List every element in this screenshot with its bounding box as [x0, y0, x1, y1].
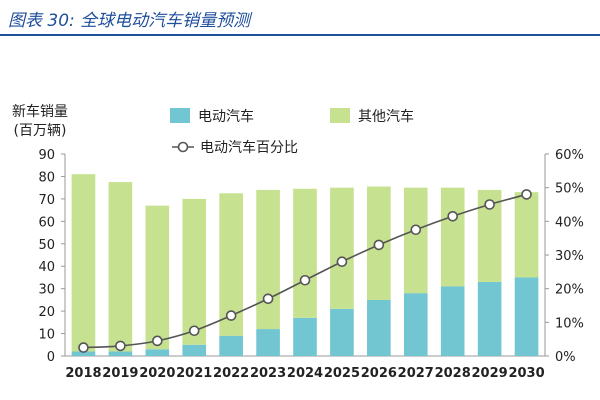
x-tick-label: 2024	[287, 366, 323, 381]
ev-share-point	[447, 210, 458, 222]
y-tick-label: 80	[38, 170, 55, 185]
bar-segment	[256, 329, 280, 356]
ev-share-point	[225, 310, 237, 321]
bar-segment	[330, 187, 354, 309]
ev-share-point	[484, 199, 495, 210]
figure-header: 图表 30: 全球电动汽车销量预测	[0, 0, 600, 36]
ev-share-point	[78, 342, 89, 353]
bar-segment	[145, 349, 170, 356]
bar-segment	[108, 351, 133, 356]
y-tick-label: 70	[38, 193, 55, 208]
bar-segment	[514, 277, 539, 356]
x-tick-label: 2030	[508, 366, 544, 381]
ev-share-point	[410, 224, 422, 236]
bar-segment	[219, 193, 243, 336]
legend-label: 电动汽车百分比	[200, 139, 298, 156]
bar-segment	[182, 344, 207, 356]
y-tick-label: 10	[38, 328, 55, 343]
title-divider	[0, 34, 600, 36]
bar-segment	[440, 187, 465, 287]
x-tick-label: 2025	[324, 366, 360, 381]
bar-segment	[256, 189, 280, 330]
bar-segment	[514, 192, 539, 278]
y-tick-label: 30	[38, 283, 55, 298]
y-tick-label: 50	[38, 238, 55, 253]
bar-segment	[403, 187, 428, 294]
x-tick-label: 2018	[65, 366, 101, 381]
bar-segment	[330, 308, 354, 356]
x-tick-label: 2026	[361, 366, 397, 381]
bar-segment	[293, 188, 317, 318]
x-tick-label: 2020	[139, 366, 175, 381]
bar-segment	[367, 299, 391, 356]
ev-share-point	[521, 189, 532, 200]
ev-share-point	[299, 274, 311, 286]
ev-share-point	[152, 335, 163, 347]
bar-segment	[403, 293, 428, 356]
bar-segment	[440, 286, 465, 356]
bar-segment	[219, 335, 243, 356]
x-tick-label: 2028	[435, 366, 471, 381]
y-tick-label: 40	[38, 260, 55, 275]
bar-segment	[477, 281, 502, 356]
ev-share-point	[188, 325, 200, 337]
y2-tick-label: 60%	[555, 148, 584, 163]
bar-segment	[293, 317, 317, 356]
y2-tick-label: 10%	[555, 316, 584, 331]
y-tick-label: 0	[47, 350, 55, 365]
figure-title: 图表 30: 全球电动汽车销量预测	[8, 11, 251, 31]
y-tick-label: 20	[38, 305, 55, 320]
legend-swatch	[170, 108, 190, 123]
y2-tick-label: 40%	[555, 215, 584, 230]
legend-swatch	[330, 108, 350, 123]
y2-tick-label: 20%	[555, 283, 584, 298]
y2-tick-label: 30%	[555, 249, 584, 264]
y-tick-label: 90	[38, 148, 55, 163]
legend-label: 电动汽车	[198, 108, 254, 125]
bar-segment	[71, 174, 96, 352]
x-tick-label: 2022	[213, 366, 249, 381]
bar-segment	[71, 351, 96, 356]
x-tick-label: 2019	[102, 366, 138, 381]
bar-segment	[477, 189, 502, 282]
legend-label: 其他汽车	[358, 108, 414, 125]
x-tick-label: 2027	[398, 366, 434, 381]
bar-segment	[182, 198, 207, 345]
y-tick-label: 60	[38, 215, 55, 230]
x-tick-label: 2029	[472, 366, 508, 381]
y2-tick-label: 50%	[555, 182, 584, 197]
y-axis-title: 新车销量	[12, 103, 68, 120]
ev-share-point	[262, 293, 274, 305]
ev-share-point	[115, 340, 126, 352]
x-tick-label: 2023	[250, 366, 286, 381]
ev-share-point	[336, 256, 348, 268]
y2-tick-label: 0%	[555, 350, 576, 365]
y-axis-title: (百万辆)	[14, 123, 67, 139]
legend-marker	[177, 141, 189, 153]
bar-segment	[108, 182, 133, 352]
bar-segment	[145, 205, 170, 350]
x-tick-label: 2021	[176, 366, 212, 381]
ev-share-point	[373, 239, 385, 251]
